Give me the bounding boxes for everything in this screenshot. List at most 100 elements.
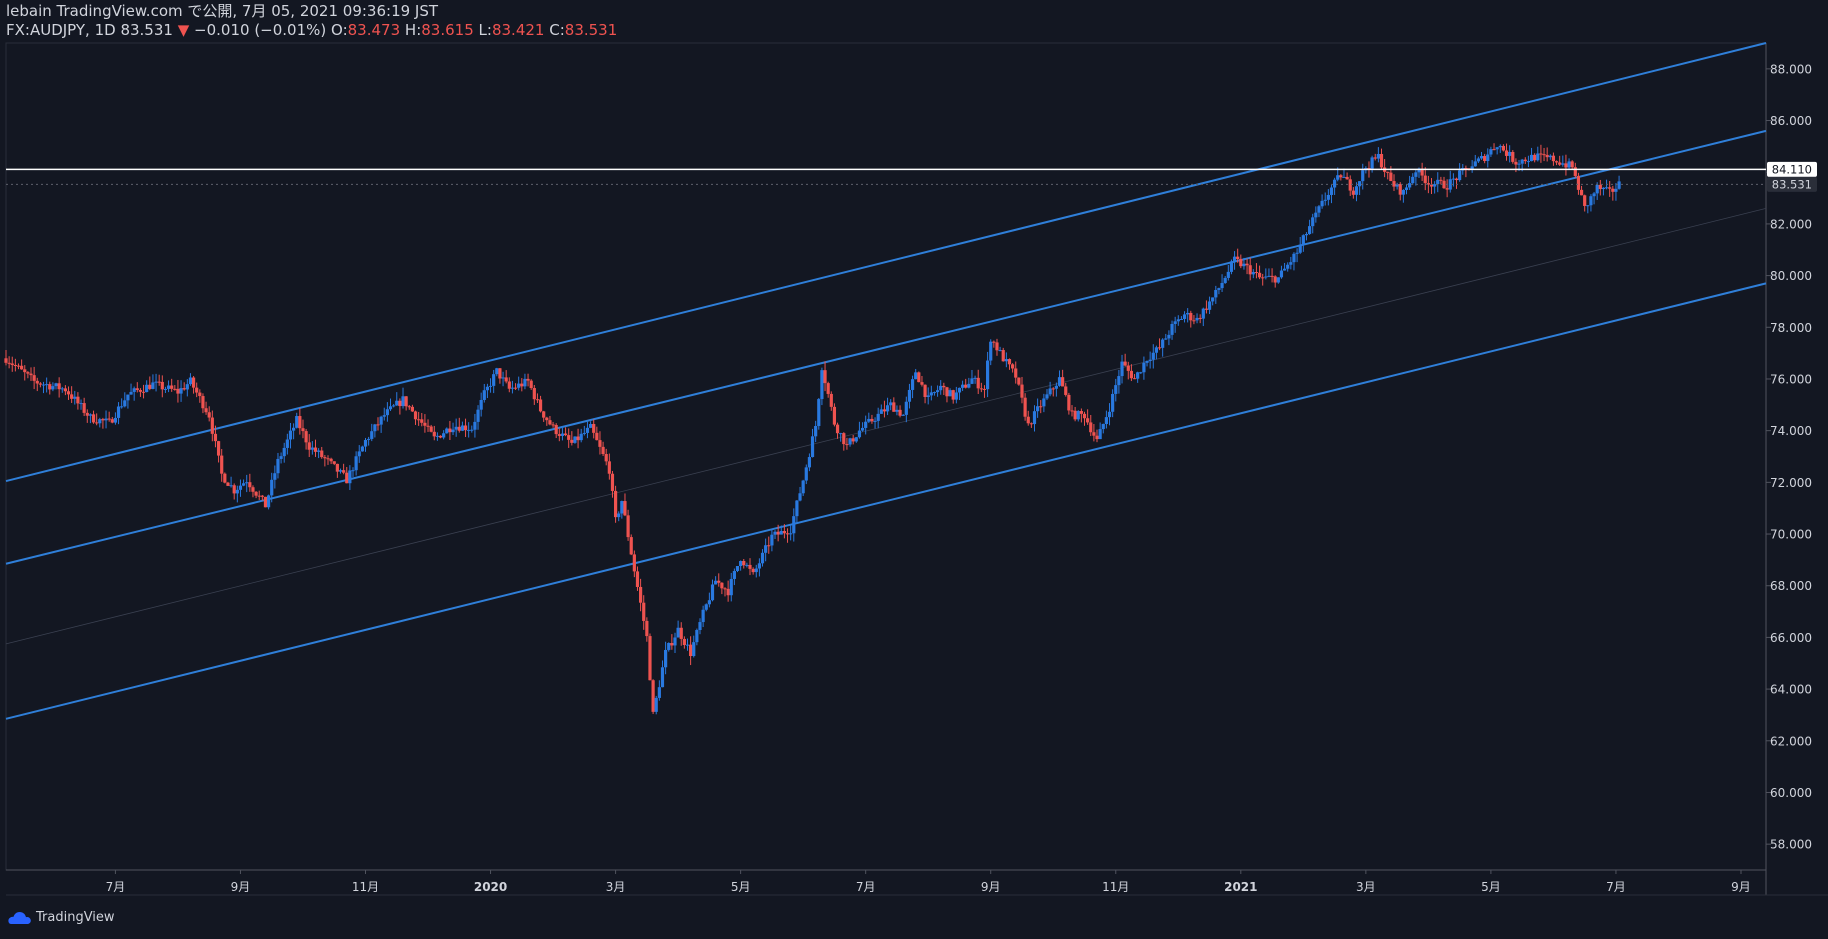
candle-body bbox=[760, 552, 765, 564]
candle-body bbox=[332, 461, 336, 464]
candle-body bbox=[739, 561, 743, 566]
candle-down bbox=[141, 384, 146, 399]
horizontal-line[interactable] bbox=[6, 168, 1766, 185]
candle-body bbox=[560, 433, 565, 436]
candle-body bbox=[595, 432, 599, 441]
candle-body bbox=[517, 383, 521, 388]
candle-body bbox=[445, 428, 449, 434]
candle-body bbox=[1257, 272, 1262, 278]
candle-down bbox=[198, 389, 202, 403]
channel-line-median[interactable] bbox=[5, 208, 1767, 645]
candle-body bbox=[1264, 276, 1268, 278]
candle-body bbox=[554, 424, 558, 435]
candle-body bbox=[323, 457, 327, 459]
candle-body bbox=[1523, 159, 1527, 162]
candle-up bbox=[895, 405, 899, 416]
price-axis[interactable]: 58.000 60.000 62.000 64.000 66.000 68.000 70.0… bbox=[1766, 62, 1817, 852]
candle-body bbox=[1173, 321, 1177, 324]
candle-up bbox=[79, 399, 83, 410]
channel-lines[interactable] bbox=[5, 42, 1767, 720]
candle-body bbox=[498, 368, 502, 379]
change-arrow-icon: ▼ bbox=[177, 21, 190, 39]
candle-down bbox=[1157, 338, 1162, 351]
candle-down bbox=[210, 410, 214, 442]
candle-body bbox=[398, 400, 402, 407]
candle-up bbox=[904, 396, 908, 423]
candle-body bbox=[1004, 359, 1008, 362]
candle-up bbox=[392, 404, 396, 408]
candle-down bbox=[404, 396, 408, 411]
candle-body bbox=[757, 563, 761, 569]
candle-up bbox=[1048, 381, 1052, 397]
candle-body bbox=[41, 384, 46, 386]
candle-body bbox=[110, 419, 114, 423]
candle-body bbox=[985, 360, 990, 390]
symbol-text[interactable]: FX:AUDJPY, 1D 83.531 bbox=[6, 21, 173, 39]
candle-down bbox=[135, 382, 139, 393]
candle-body bbox=[195, 387, 199, 393]
candle-down bbox=[1073, 406, 1077, 422]
candle-body bbox=[889, 402, 893, 406]
candle-down bbox=[782, 524, 787, 539]
candle-up bbox=[1182, 311, 1187, 323]
candle-body bbox=[1045, 394, 1049, 399]
candle-body bbox=[1148, 359, 1152, 361]
candle-up bbox=[104, 410, 108, 429]
candle-down bbox=[570, 431, 574, 446]
candle-body bbox=[579, 433, 583, 441]
candle-body bbox=[1057, 377, 1062, 386]
candle-up bbox=[735, 565, 740, 573]
candle-body bbox=[482, 390, 486, 400]
candle-body bbox=[1361, 170, 1365, 182]
time-axis[interactable]: 7月 9月 11月 2020 3月 5月 7月 9月 11月 2021 3月 5月 7月 9月 bbox=[106, 870, 1751, 894]
x-tick-label: 7月 bbox=[106, 880, 126, 894]
candle-body bbox=[982, 388, 987, 390]
candle-down bbox=[679, 622, 683, 646]
candle-up bbox=[617, 511, 621, 522]
candle-body bbox=[673, 637, 677, 646]
candle-body bbox=[732, 571, 736, 579]
candle-body bbox=[1179, 318, 1184, 320]
candle-body bbox=[670, 642, 674, 646]
x-tick-label: 9月 bbox=[1731, 880, 1751, 894]
footer-brand[interactable]: TradingView bbox=[36, 910, 115, 925]
candle-up bbox=[445, 427, 449, 434]
candle-body bbox=[1601, 187, 1606, 190]
candle-down bbox=[32, 366, 36, 390]
candle-up bbox=[1032, 405, 1037, 432]
candle-up bbox=[1414, 169, 1418, 186]
candle-up bbox=[1567, 158, 1571, 169]
candle-body bbox=[1448, 179, 1452, 190]
candle-down bbox=[1608, 181, 1612, 197]
candle-body bbox=[914, 372, 918, 380]
candle-down bbox=[535, 393, 540, 404]
footer: TradingView bbox=[6, 910, 115, 925]
candle-down bbox=[1079, 408, 1083, 423]
candle-down bbox=[1129, 364, 1133, 382]
channel-line-middle[interactable] bbox=[5, 129, 1767, 565]
candle-body bbox=[1039, 406, 1043, 408]
candle-body bbox=[1426, 183, 1430, 185]
candle-body bbox=[1092, 432, 1096, 436]
candle-down bbox=[48, 381, 52, 395]
candle-body bbox=[1326, 194, 1330, 200]
candle-up bbox=[1358, 181, 1362, 196]
candle-body bbox=[995, 342, 999, 351]
candle-body bbox=[73, 396, 77, 399]
candle-body bbox=[714, 580, 718, 585]
candle-body bbox=[1279, 270, 1284, 278]
candle-body bbox=[1051, 388, 1055, 390]
candle-body bbox=[1604, 187, 1609, 189]
channel-line-lower[interactable] bbox=[5, 282, 1767, 720]
candle-body bbox=[695, 630, 699, 643]
candle-body bbox=[948, 390, 952, 397]
candle-up bbox=[876, 407, 880, 429]
candle-body bbox=[413, 411, 418, 420]
candle-body bbox=[1611, 188, 1615, 192]
candle-down bbox=[1339, 174, 1343, 181]
candle-body bbox=[785, 533, 790, 535]
candle-body bbox=[1026, 416, 1030, 424]
candle-down bbox=[563, 427, 568, 437]
channel-line-upper[interactable] bbox=[5, 42, 1767, 483]
